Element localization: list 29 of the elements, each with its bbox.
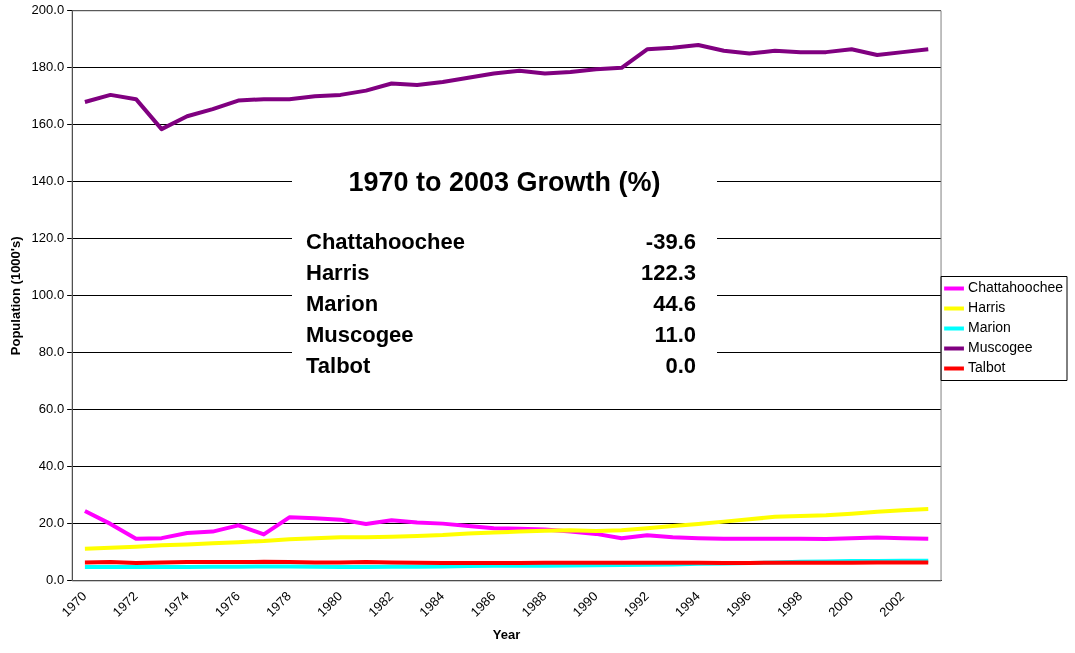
legend-label: Harris: [968, 299, 1006, 316]
y-tick-label: 20.0: [38, 515, 65, 531]
y-tick-label: 40.0: [38, 458, 65, 474]
y-tick-label: 80.0: [38, 344, 65, 360]
y-tick-label: 100.0: [31, 287, 65, 303]
y-tick-label: 160.0: [31, 116, 65, 132]
y-tick-label: 200.0: [31, 2, 65, 18]
x-axis-title: Year: [492, 626, 521, 642]
legend-label: Marion: [968, 319, 1011, 336]
y-tick-label: 0.0: [46, 572, 65, 588]
annotation: Harris: [306, 258, 371, 287]
legend-label: Talbot: [968, 359, 1006, 376]
legend-label: Muscogee: [968, 339, 1033, 356]
annotation: Marion: [306, 289, 380, 318]
annotation: Talbot: [306, 351, 372, 380]
annotation: -39.6: [644, 227, 696, 256]
annotation: 11.0: [653, 320, 696, 349]
y-tick-label: 180.0: [31, 59, 65, 75]
y-tick-label: 120.0: [31, 230, 65, 246]
y-tick-label: 140.0: [31, 173, 65, 189]
annotation: 122.3: [639, 258, 696, 287]
annotation: Chattahoochee: [306, 227, 466, 256]
y-axis-title: Population (1000's): [8, 236, 24, 356]
annotation: 0.0: [664, 351, 696, 380]
annotation: 1970 to 2003 Growth (%): [347, 167, 662, 198]
annotation: Muscogee: [306, 320, 415, 349]
annotation: 44.6: [652, 289, 696, 318]
legend-label: Chattahoochee: [968, 279, 1064, 296]
y-tick-label: 60.0: [38, 401, 65, 417]
